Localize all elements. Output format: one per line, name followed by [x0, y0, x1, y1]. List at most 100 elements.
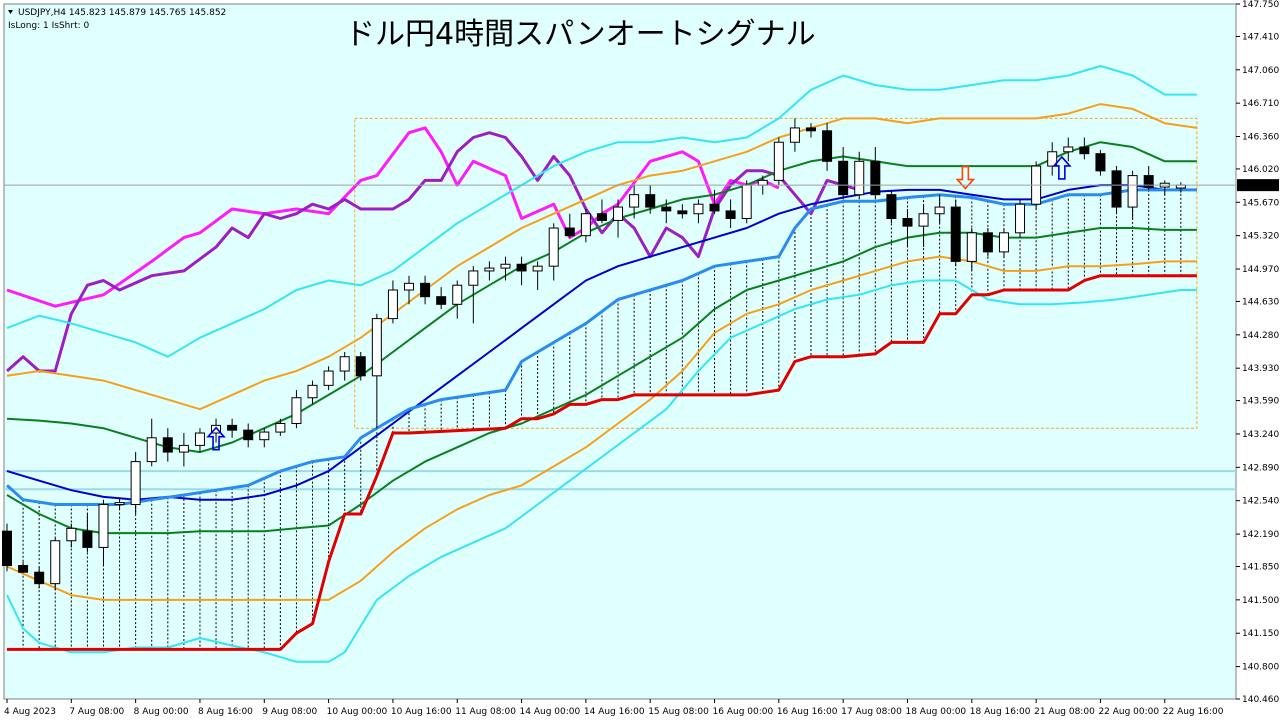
buy-signal-arrow-up-icon[interactable]: [206, 426, 226, 451]
bearish-candle[interactable]: [822, 130, 833, 162]
bearish-candle[interactable]: [34, 571, 45, 585]
bullish-candle[interactable]: [146, 437, 157, 463]
bullish-candle[interactable]: [1047, 151, 1058, 167]
bullish-candle[interactable]: [291, 397, 302, 424]
indicator-line-purple[interactable]: [6, 131, 860, 373]
chart-title: ドル円4時間スパンオートシグナル: [345, 17, 816, 52]
bullish-candle[interactable]: [452, 284, 463, 305]
x-tick-label: 8 Aug 00:00: [134, 707, 189, 717]
bullish-candle[interactable]: [50, 540, 61, 585]
bearish-candle[interactable]: [725, 210, 736, 220]
bullish-candle[interactable]: [194, 432, 205, 446]
bullish-candle[interactable]: [998, 232, 1009, 253]
bearish-candle[interactable]: [677, 210, 688, 215]
bearish-candle[interactable]: [982, 232, 993, 253]
buy-signal-arrow-up-icon[interactable]: [1052, 155, 1072, 180]
y-tick-label: 146.020: [1242, 165, 1279, 175]
bearish-candle[interactable]: [661, 206, 672, 212]
bullish-candle[interactable]: [371, 318, 382, 377]
bullish-candle[interactable]: [693, 203, 704, 215]
x-tick-label: 16 Aug 00:00: [713, 707, 774, 717]
sell-signal-arrow-down-icon[interactable]: [955, 165, 976, 190]
indicator-line-orange-lower[interactable]: [6, 255, 1197, 601]
bearish-candle[interactable]: [2, 530, 12, 567]
bullish-candle[interactable]: [918, 213, 929, 227]
bullish-candle[interactable]: [757, 179, 768, 186]
indicator-line-blue-dark[interactable]: [6, 184, 1197, 501]
bullish-candle[interactable]: [500, 263, 511, 269]
bullish-candle[interactable]: [1063, 146, 1074, 153]
bullish-candle[interactable]: [789, 127, 800, 143]
bearish-candle[interactable]: [1143, 175, 1154, 188]
bullish-candle[interactable]: [934, 206, 945, 215]
triangle-down-icon[interactable]: [8, 10, 13, 14]
bearish-candle[interactable]: [902, 218, 913, 227]
bearish-candle[interactable]: [886, 194, 897, 220]
bearish-candle[interactable]: [162, 437, 173, 453]
indicator-line-orange-upper[interactable]: [6, 103, 1198, 411]
bearish-candle[interactable]: [1079, 146, 1090, 155]
x-tick-label: 8 Aug 16:00: [198, 707, 253, 717]
bullish-candle[interactable]: [323, 370, 334, 386]
current-price-tag: [1237, 179, 1279, 192]
indicator-line-green-upper[interactable]: [6, 141, 1197, 454]
bullish-candle[interactable]: [114, 502, 125, 506]
bullish-candle[interactable]: [275, 422, 286, 433]
x-tick-label: 17 Aug 08:00: [841, 707, 902, 717]
bullish-candle[interactable]: [404, 282, 414, 291]
plot-area[interactable]: [3, 3, 1237, 700]
bullish-candle[interactable]: [966, 232, 977, 262]
bullish-candle[interactable]: [178, 444, 189, 453]
bearish-candle[interactable]: [838, 160, 849, 196]
bearish-candle[interactable]: [1111, 170, 1122, 208]
bullish-candle[interactable]: [741, 184, 752, 220]
bearish-candle[interactable]: [806, 127, 816, 132]
bearish-candle[interactable]: [870, 160, 881, 196]
y-tick-label: 143.240: [1242, 430, 1279, 440]
indicator-line-magenta[interactable]: [6, 126, 780, 308]
bullish-candle[interactable]: [629, 194, 640, 208]
bearish-candle[interactable]: [420, 282, 431, 298]
bullish-candle[interactable]: [339, 356, 350, 372]
x-tick-label: 10 Aug 16:00: [391, 707, 452, 717]
bullish-candle[interactable]: [211, 424, 222, 434]
indicator-line-cyan-lower[interactable]: [6, 279, 1197, 663]
indicator-line-cyan-upper[interactable]: [6, 65, 1197, 358]
bullish-candle[interactable]: [1127, 175, 1138, 208]
bullish-candle[interactable]: [613, 206, 624, 221]
bullish-candle[interactable]: [98, 504, 109, 548]
bearish-candle[interactable]: [243, 429, 254, 441]
bullish-candle[interactable]: [387, 289, 398, 320]
indicator-line-green-lower[interactable]: [6, 227, 1197, 535]
bullish-candle[interactable]: [307, 384, 318, 399]
bearish-candle[interactable]: [355, 356, 366, 377]
bearish-candle[interactable]: [227, 424, 238, 431]
indicator-line-blue-light[interactable]: [6, 188, 1197, 506]
indicator-line-red[interactable]: [7, 274, 1197, 651]
bearish-candle[interactable]: [82, 530, 93, 548]
bullish-candle[interactable]: [130, 461, 141, 506]
bearish-candle[interactable]: [564, 227, 575, 237]
bullish-candle[interactable]: [1015, 203, 1026, 234]
x-tick-label: 18 Aug 16:00: [970, 707, 1031, 717]
bullish-candle[interactable]: [773, 141, 784, 181]
y-tick-label: 141.850: [1242, 562, 1279, 572]
bullish-candle[interactable]: [259, 431, 270, 441]
bullish-candle[interactable]: [468, 270, 479, 286]
bearish-candle[interactable]: [1095, 153, 1106, 172]
bullish-candle[interactable]: [854, 160, 865, 196]
bullish-candle[interactable]: [532, 265, 543, 272]
bearish-candle[interactable]: [18, 565, 29, 573]
bearish-candle[interactable]: [596, 213, 607, 221]
bullish-candle[interactable]: [66, 527, 77, 542]
bearish-candle[interactable]: [709, 203, 720, 212]
bearish-candle[interactable]: [645, 194, 656, 208]
bearish-candle[interactable]: [516, 263, 527, 272]
bullish-candle[interactable]: [484, 267, 495, 272]
bullish-candle[interactable]: [580, 213, 591, 237]
bearish-candle[interactable]: [436, 296, 447, 305]
bearish-candle[interactable]: [950, 206, 961, 262]
bullish-candle[interactable]: [548, 227, 559, 267]
